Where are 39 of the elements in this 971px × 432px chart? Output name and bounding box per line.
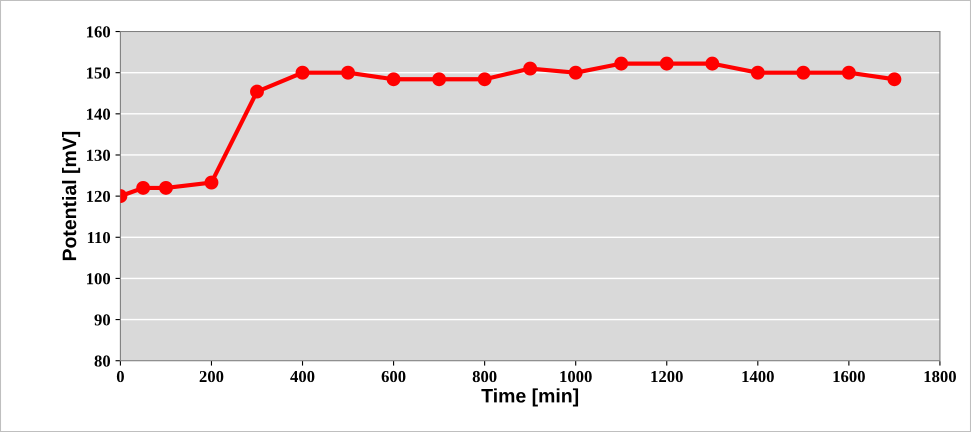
x-tick-label: 200 bbox=[200, 370, 224, 382]
point bbox=[660, 56, 674, 71]
x-tick-label: 1200 bbox=[651, 370, 683, 382]
point bbox=[386, 72, 401, 86]
point bbox=[523, 62, 538, 76]
y-tick-label: 100 bbox=[87, 273, 110, 284]
point bbox=[614, 56, 628, 71]
point bbox=[750, 66, 765, 80]
point bbox=[705, 56, 720, 71]
point bbox=[842, 66, 856, 80]
y-tick-label: 80 bbox=[94, 355, 110, 367]
x-axis-title: Time [min] bbox=[481, 388, 578, 406]
y-tick-label: 150 bbox=[87, 67, 110, 79]
x-tick-label: 1600 bbox=[834, 370, 865, 382]
x-tick-label: 0 bbox=[116, 370, 124, 382]
point bbox=[341, 66, 355, 80]
y-tick-label: 160 bbox=[87, 26, 110, 38]
y-tick-label: 140 bbox=[87, 108, 110, 120]
y-axis-title: Potential [mV] bbox=[62, 132, 80, 260]
point bbox=[136, 180, 150, 195]
point bbox=[432, 72, 446, 86]
point bbox=[204, 176, 218, 190]
point bbox=[887, 72, 902, 86]
y-tick-label: 130 bbox=[87, 150, 110, 161]
x-tick-label: 1800 bbox=[924, 370, 956, 382]
x-tick-label: 1000 bbox=[560, 370, 592, 382]
point bbox=[796, 66, 810, 80]
point bbox=[568, 66, 583, 80]
x-tick-label: 800 bbox=[472, 370, 496, 382]
y-tick-label: 120 bbox=[87, 190, 110, 202]
point bbox=[250, 84, 264, 99]
y-tick-label: 110 bbox=[88, 232, 110, 244]
x-tick-label: 600 bbox=[382, 370, 406, 382]
x-tick-label: 400 bbox=[290, 370, 314, 382]
point bbox=[158, 180, 173, 195]
x-tick-label: 1400 bbox=[742, 370, 774, 382]
y-tick-label: 90 bbox=[94, 314, 110, 326]
point bbox=[296, 66, 310, 80]
point bbox=[478, 72, 492, 86]
